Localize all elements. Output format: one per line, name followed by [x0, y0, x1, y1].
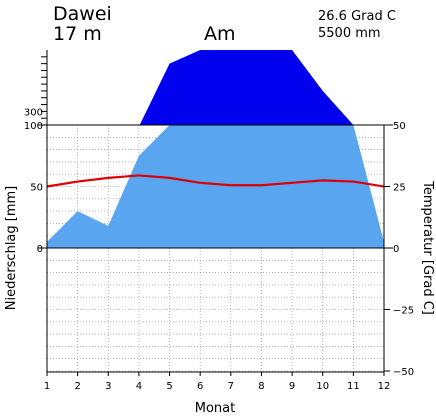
month-tick-label: 2: [74, 381, 80, 392]
month-tick-label: 11: [347, 381, 360, 392]
precip-tick-label: 100: [24, 121, 43, 132]
annual-precipitation: 5500 mm: [318, 26, 381, 41]
temperature-line: [46, 174, 385, 188]
precipitation-areas: [47, 50, 384, 248]
precipitation-area-high: [139, 50, 354, 125]
annual-temperature: 26.6 Grad C: [318, 9, 396, 24]
month-tick-label: 4: [136, 381, 142, 392]
month-tick-label: 6: [197, 381, 203, 392]
temp-tick-label: −25: [393, 306, 414, 317]
month-tick-label: 9: [289, 381, 295, 392]
station-name: Dawei: [53, 3, 112, 25]
temp-tick-label: 25: [393, 183, 406, 194]
temp-tick-label: 50: [393, 121, 406, 132]
x-axis-label: Monat: [195, 401, 235, 416]
climate-class: Am: [204, 23, 236, 45]
month-tick-label: 10: [316, 381, 329, 392]
precip-tick-label: 50: [30, 183, 43, 194]
month-tick-label: 1: [44, 381, 50, 392]
month-tick-label: 5: [166, 381, 172, 392]
month-tick-label: 7: [228, 381, 234, 392]
month-tick-label: 8: [258, 381, 264, 392]
station-elevation: 17 m: [53, 23, 102, 45]
left-axis-label: Niederschlag [mm]: [4, 186, 19, 311]
temp-tick-label: 0: [393, 244, 399, 255]
right-axis-label: Temperatur [Grad C]: [420, 180, 435, 315]
month-tick-label: 3: [105, 381, 111, 392]
temp-tick-label: −50: [393, 367, 414, 378]
precip-tick-label: 0: [37, 244, 43, 255]
month-tick-label: 12: [378, 381, 391, 392]
precipitation-area-low: [47, 125, 384, 248]
precip-tick-label: 300: [24, 107, 43, 118]
temperature-series: [46, 174, 385, 188]
